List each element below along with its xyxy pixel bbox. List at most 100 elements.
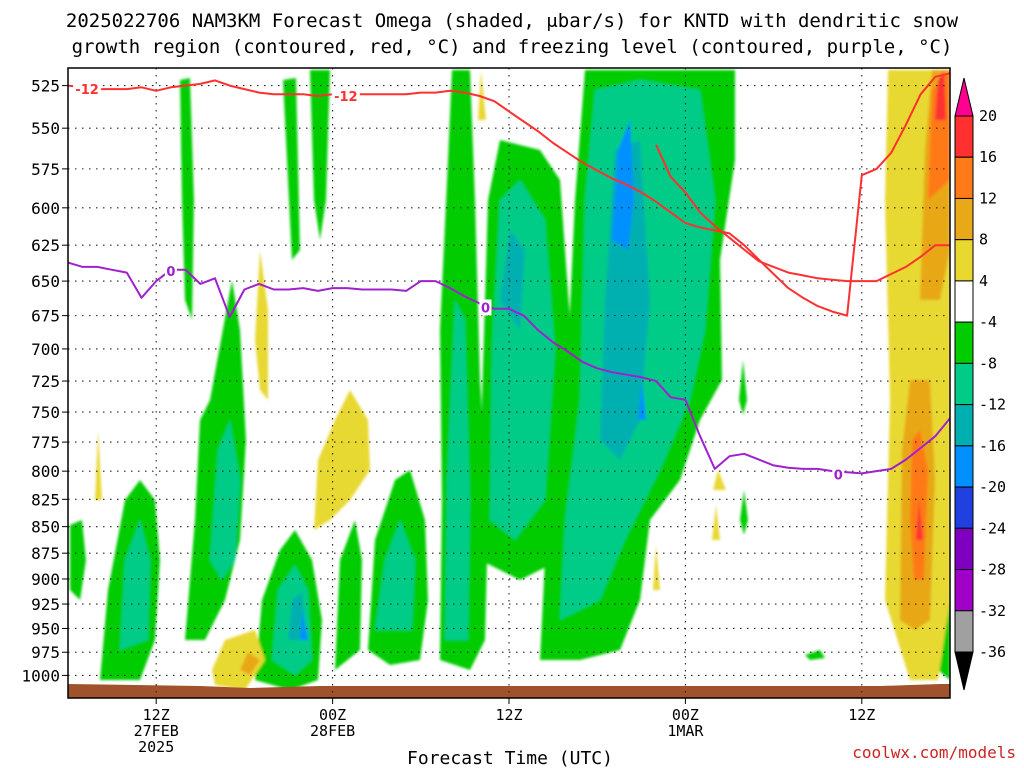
omega-region-teal	[445, 300, 470, 640]
colorbar-segment	[954, 362, 974, 406]
colorbar-level-label: -12	[979, 396, 1006, 414]
omega-region-yellow	[653, 545, 660, 590]
colorbar-segment	[954, 527, 974, 571]
omega-region-teal	[210, 420, 240, 580]
y-tick-label: 525	[31, 77, 60, 96]
x-tick-label: 27FEB	[134, 722, 179, 740]
credit-text: coolwx.com/models	[852, 743, 1016, 762]
omega-region-blue	[638, 380, 646, 420]
colorbar-top-triangle	[954, 77, 974, 117]
y-tick-label: 950	[31, 619, 60, 638]
omega-region-green	[805, 650, 825, 660]
colorbar-level-label: -36	[979, 643, 1006, 661]
colorbar-segment	[954, 156, 974, 199]
y-tick-label: 700	[31, 340, 60, 359]
colorbar-level-label: -28	[979, 561, 1006, 579]
colorbar-level-label: -20	[979, 478, 1006, 496]
colorbar-level-label: -4	[979, 313, 997, 331]
colorbar-level-label: 4	[979, 272, 988, 290]
colorbar-level-label: 16	[979, 148, 997, 166]
x-tick-label: 12Z	[495, 706, 522, 724]
y-tick-label: 900	[31, 570, 60, 589]
omega-region-cyan	[600, 140, 650, 460]
omega-region-green	[740, 490, 748, 535]
colorbar-segment	[954, 404, 974, 447]
x-tick-label: 28FEB	[310, 722, 355, 740]
y-tick-label: 925	[31, 595, 60, 614]
x-tick-label: 12Z	[143, 706, 170, 724]
colorbar-segment	[954, 569, 974, 612]
omega-region-yellow	[95, 430, 102, 500]
y-tick-label: 825	[31, 490, 60, 509]
colorbar-segment	[954, 115, 974, 158]
y-tick-label: 775	[31, 433, 60, 452]
omega-region-blue	[300, 610, 308, 640]
y-tick-label: 1000	[21, 666, 60, 685]
colorbar-segment	[954, 445, 974, 488]
contour-label-background	[331, 88, 360, 105]
omega-region-teal	[120, 520, 150, 650]
omega-region-red	[935, 70, 946, 120]
omega-region-yellow	[478, 70, 486, 120]
y-tick-label: 725	[31, 372, 60, 391]
contour-label-background	[832, 466, 845, 483]
omega-region-blue	[612, 120, 634, 250]
y-tick-label: 625	[31, 236, 60, 255]
y-tick-label: 800	[31, 462, 60, 481]
omega-region-yellow	[712, 505, 720, 540]
omega-region-green	[283, 78, 300, 260]
y-tick-label: 600	[31, 199, 60, 218]
omega-region-gold	[240, 652, 260, 675]
y-tick-label: 550	[31, 119, 60, 138]
contour-label: 0	[166, 265, 175, 280]
y-tick-label: 675	[31, 307, 60, 326]
colorbar-level-label: 20	[979, 107, 997, 125]
chart-title-line-1: 2025022706 NAM3KM Forecast Omega (shaded…	[66, 10, 959, 32]
contour-line	[68, 261, 950, 475]
contour-label-background	[479, 299, 492, 316]
contour-lines	[68, 72, 950, 475]
contour-label-background	[164, 263, 177, 280]
x-tick-label: 12Z	[848, 706, 875, 724]
omega-region-yellow	[314, 390, 370, 530]
omega-region-green	[739, 360, 747, 415]
omega-region-teal	[375, 520, 415, 630]
colorbar-segment	[954, 239, 974, 282]
grid-lines	[68, 68, 950, 698]
colorbar-level-label: -16	[979, 437, 1006, 455]
omega-shading	[70, 70, 950, 690]
contour-label: -12	[334, 90, 358, 105]
x-tick-label: 1MAR	[667, 722, 704, 740]
y-tick-label: 650	[31, 272, 60, 291]
colorbar-level-label: -24	[979, 519, 1006, 537]
colorbar-level-label: -32	[979, 602, 1006, 620]
omega-region-yellow	[255, 250, 268, 400]
omega-region-green	[70, 520, 86, 600]
omega-region-cyan	[500, 230, 525, 330]
x-tick-label: 00Z	[672, 706, 699, 724]
colorbar: 20 16 12 8 4 -4 -8 -12 -16 -20 -24 -28 -32 -36	[954, 77, 1006, 691]
omega-region-red	[916, 500, 923, 540]
colorbar-segment	[954, 280, 974, 323]
y-tick-label: 750	[31, 403, 60, 422]
chart-title-line-2: growth region (contoured, red, °C) and f…	[72, 36, 953, 58]
colorbar-segment	[954, 197, 974, 241]
omega-region-yellow	[713, 470, 726, 490]
omega-region-yellow	[212, 630, 265, 690]
contour-label: 0	[834, 469, 843, 484]
colorbar-bottom-triangle	[954, 651, 974, 691]
contour-label-background	[73, 81, 102, 98]
plot-area: -12 -12 0 0 0	[67, 67, 951, 699]
colorbar-level-label: 8	[979, 231, 988, 249]
omega-region-green	[180, 78, 194, 320]
contour-label: -12	[75, 83, 99, 98]
contour-labels: -12 -12 0 0 0	[73, 81, 845, 484]
omega-region-green	[335, 520, 362, 670]
x-axis-label: Forecast Time (UTC)	[407, 748, 613, 768]
colorbar-level-label: -8	[979, 354, 997, 372]
omega-region-teal	[490, 180, 555, 540]
y-tick-label: 875	[31, 544, 60, 563]
x-tick-label: 2025	[138, 738, 174, 756]
